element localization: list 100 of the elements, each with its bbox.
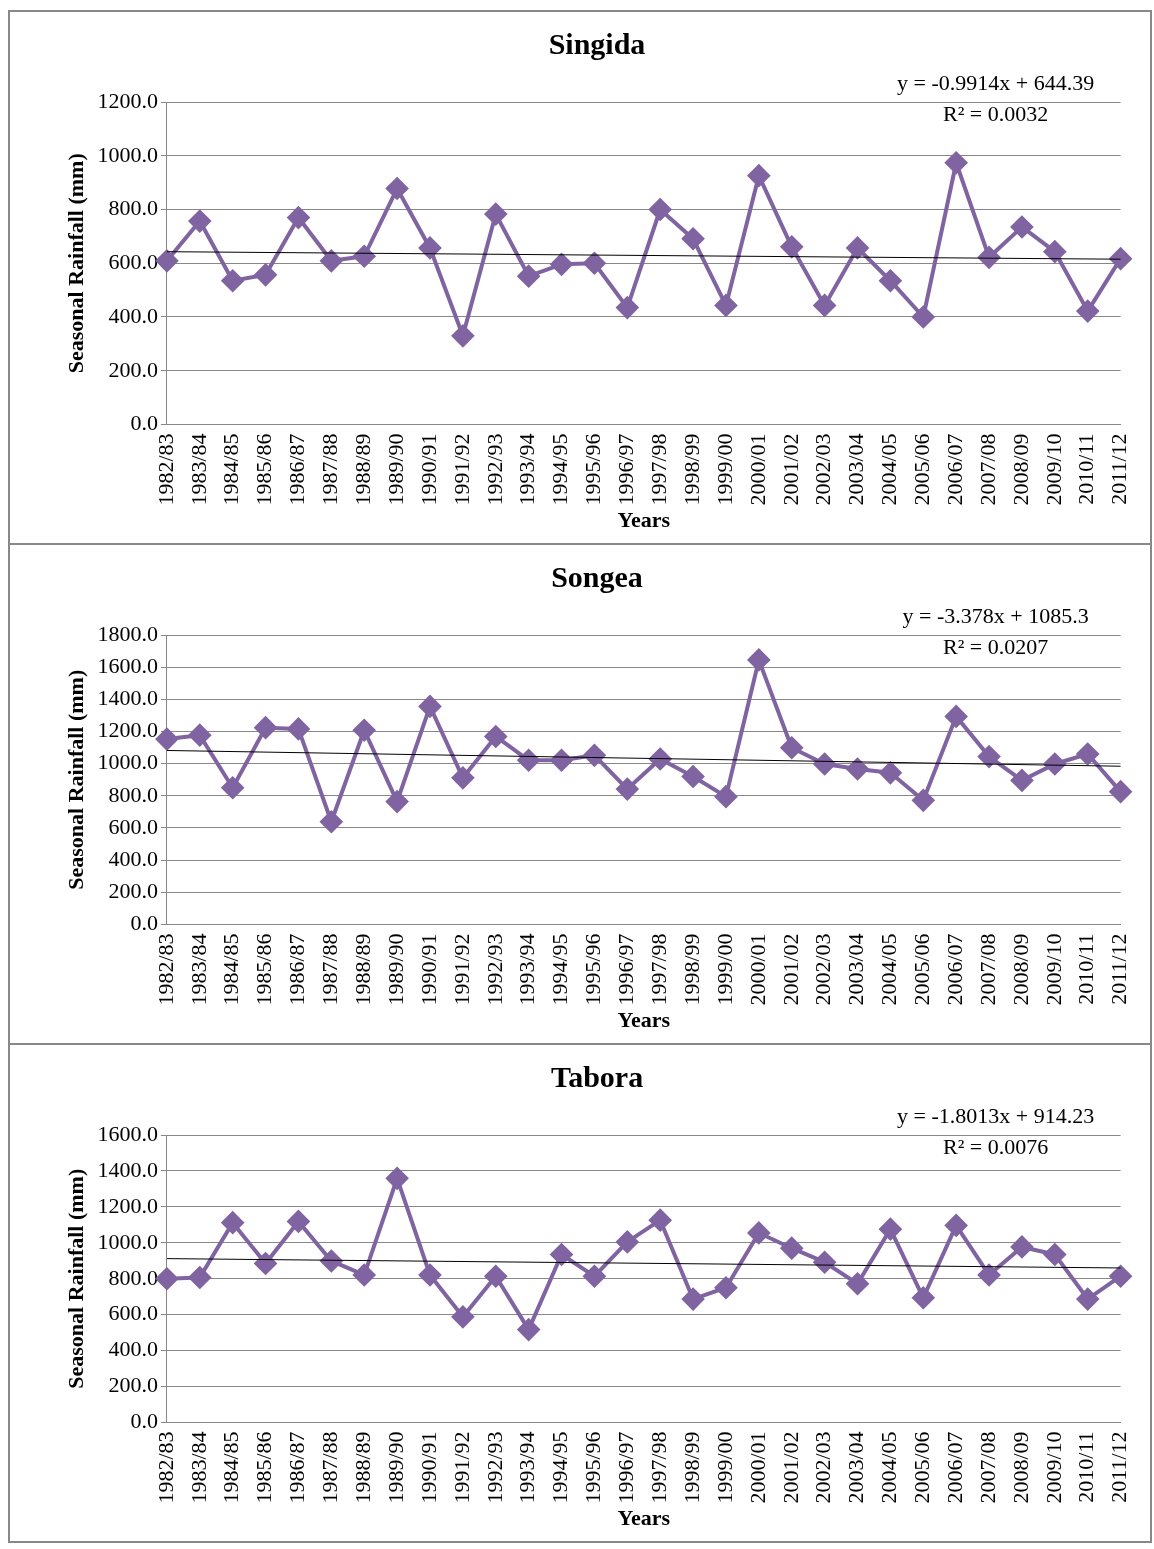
point (188, 210, 211, 233)
y-tick-label: 0.0 (130, 910, 158, 936)
x-tick-label: 1989/90 (382, 433, 408, 506)
point (945, 151, 968, 174)
x-tick-label: 2007/08 (974, 1431, 1000, 1504)
annotation: R² = 0.0207 (943, 633, 1049, 659)
y-tick-label: 1400.0 (97, 685, 158, 711)
x-tick-label: 2005/06 (909, 433, 935, 506)
point (353, 245, 376, 268)
y-tick-label: 600.0 (108, 249, 158, 275)
x-tick-label: 1995/96 (580, 1431, 606, 1504)
point (1076, 300, 1099, 323)
x-tick-label: 1993/94 (514, 933, 540, 1006)
point (155, 728, 178, 751)
y-axis-title: Seasonal Rainfall (mm) (62, 669, 88, 890)
point (254, 1252, 277, 1275)
x-tick-label: 2000/01 (744, 433, 770, 506)
point (550, 1243, 573, 1266)
y-tick-label: 1400.0 (97, 1156, 158, 1182)
x-tick-label: 1996/97 (613, 433, 639, 506)
point (451, 1305, 474, 1328)
point (418, 236, 441, 259)
point (583, 1265, 606, 1288)
x-tick-label: 1982/83 (152, 433, 178, 506)
point (978, 745, 1001, 768)
y-tick-label: 200.0 (108, 878, 158, 904)
x-tick-label: 1997/98 (645, 933, 671, 1006)
point (254, 716, 277, 739)
point (714, 1276, 737, 1299)
point (747, 648, 770, 671)
point (714, 785, 737, 808)
point (484, 725, 507, 748)
x-tick-label: 2001/02 (777, 1431, 803, 1504)
y-tick-label: 1000.0 (97, 1228, 158, 1254)
point (1076, 743, 1099, 766)
x-tick-label: 1982/83 (152, 933, 178, 1006)
y-axis-title: Seasonal Rainfall (mm) (62, 1168, 88, 1389)
point (583, 252, 606, 275)
point (978, 1263, 1001, 1286)
x-axis-title: Years (617, 1505, 671, 1531)
point (188, 724, 211, 747)
point (1109, 1265, 1132, 1288)
x-tick-label: 1994/95 (547, 433, 573, 506)
point (353, 719, 376, 742)
x-tick-label: 1992/93 (481, 1431, 507, 1504)
point (1010, 769, 1033, 792)
point (287, 717, 310, 740)
y-tick-label: 1600.0 (97, 652, 158, 678)
x-tick-label: 1996/97 (613, 1431, 639, 1504)
x-tick-label: 2006/07 (941, 933, 967, 1006)
point (155, 249, 178, 272)
point (912, 789, 935, 812)
point (221, 269, 244, 292)
x-tick-label: 2011/12 (1106, 1431, 1132, 1503)
point (1010, 215, 1033, 238)
x-tick-label: 1997/98 (645, 1431, 671, 1504)
x-tick-label: 2008/09 (1007, 1431, 1033, 1504)
x-tick-label: 2007/08 (974, 433, 1000, 506)
point (1010, 1235, 1033, 1258)
x-tick-label: 1987/88 (317, 433, 343, 506)
y-tick-label: 0.0 (130, 410, 158, 436)
point (780, 736, 803, 759)
point (254, 263, 277, 286)
x-tick-label: 2004/05 (876, 933, 902, 1006)
x-tick-label: 2004/05 (876, 1431, 902, 1504)
x-tick-label: 2000/01 (744, 1431, 770, 1504)
point (353, 1263, 376, 1286)
x-tick-label: 2003/04 (843, 433, 869, 506)
point (846, 1272, 869, 1295)
x-tick-label: 2011/12 (1106, 433, 1132, 505)
point (912, 305, 935, 328)
point (879, 269, 902, 292)
x-tick-label: 1988/89 (350, 933, 375, 1006)
y-tick-label: 1200.0 (97, 717, 158, 743)
point (813, 294, 836, 317)
point (945, 705, 968, 728)
x-tick-label: 1986/87 (284, 1431, 310, 1504)
point (682, 765, 705, 788)
y-tick-label: 800.0 (108, 781, 158, 807)
x-tick-label: 2010/11 (1073, 933, 1099, 1005)
x-tick-label: 1991/92 (448, 433, 474, 506)
point (386, 790, 409, 813)
y-tick-label: 600.0 (108, 1300, 158, 1326)
x-tick-label: 1992/93 (481, 933, 507, 1006)
x-tick-label: 1984/85 (218, 933, 244, 1006)
point (813, 752, 836, 775)
x-tick-label: 1985/86 (251, 933, 277, 1006)
point (188, 1266, 211, 1289)
x-tick-label: 2005/06 (909, 933, 935, 1006)
x-tick-label: 2000/01 (744, 933, 770, 1006)
x-tick-label: 1994/95 (547, 933, 573, 1006)
y-tick-label: 1600.0 (97, 1120, 158, 1146)
x-tick-label: 2001/02 (777, 433, 803, 506)
x-tick-label: 1987/88 (317, 933, 343, 1006)
x-tick-label: 1986/87 (284, 433, 310, 506)
x-tick-label: 2005/06 (909, 1431, 935, 1504)
point (714, 294, 737, 317)
chart-title: Tabora (550, 1059, 644, 1093)
point (616, 778, 639, 801)
x-tick-label: 2007/08 (974, 933, 1000, 1006)
